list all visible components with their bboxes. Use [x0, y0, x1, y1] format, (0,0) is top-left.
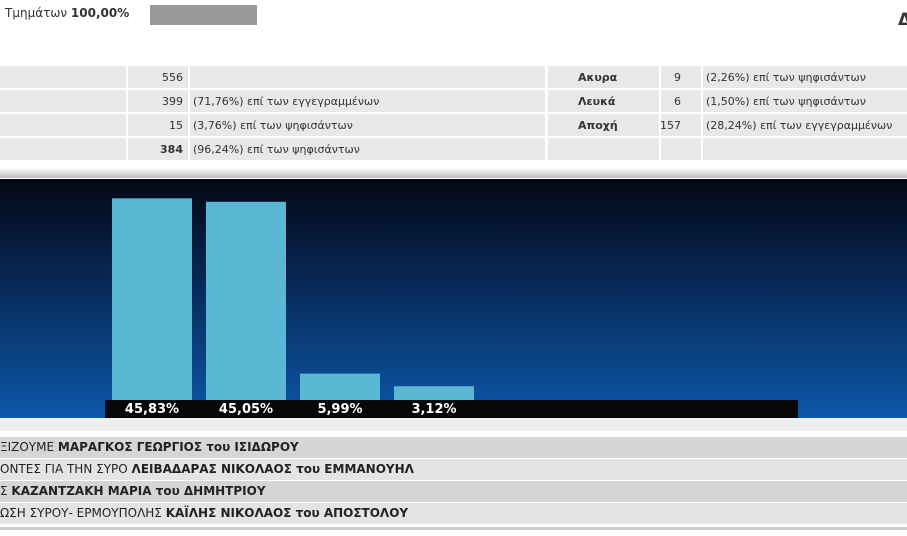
- stat-label: Αποχή: [578, 119, 618, 132]
- stat-cell: [703, 138, 907, 160]
- party: ΩΣΗ ΣΥΡΟΥ- ΕΡΜΟΥΠΟΛΗΣ: [0, 506, 162, 520]
- candidate-row: ΩΣΗ ΣΥΡΟΥ- ΕΡΜΟΥΠΟΛΗΣ ΚΑΪΛΗΣ ΝΙΚΟΛΑΟΣ το…: [0, 503, 907, 524]
- stat-cell: [703, 66, 907, 88]
- separator: [0, 168, 907, 178]
- progress-bar: [150, 5, 257, 25]
- label-strip: [105, 400, 798, 418]
- stat-label: Ακυρα: [578, 71, 618, 84]
- stat-cell: [548, 138, 659, 160]
- bar: [300, 373, 380, 400]
- stat-cell: [128, 138, 188, 160]
- stat-number: 556: [162, 71, 183, 84]
- chart-footer: [0, 418, 907, 431]
- candidate-row: ΟΝΤΕΣ ΓΙΑ ΤΗΝ ΣΥΡΟ ΛΕΙΒΑΔΑΡΑΣ ΝΙΚΟΛΑΟΣ τ…: [0, 459, 907, 480]
- chart: 45,83% 45,05% 5,99% 3,12%: [0, 179, 907, 431]
- candidate-name: ΚΑΖΑΝΤΖΑΚΗ ΜΑΡΙΑ του ΔΗΜΗΤΡΙΟΥ: [11, 484, 266, 498]
- party: Σ: [0, 484, 8, 498]
- stat-cell: [0, 138, 126, 160]
- stat-cell: [548, 90, 659, 112]
- bar-label: 5,99%: [317, 402, 362, 417]
- header-label: Τμημάτων: [5, 6, 68, 20]
- candidate-name: ΚΑΪΛΗΣ ΝΙΚΟΛΑΟΣ του ΑΠΟΣΤΟΛΟΥ: [165, 506, 409, 520]
- stat-cell: [661, 114, 701, 136]
- stat-cell: [190, 90, 545, 112]
- header: Τμημάτων 100,00%: [5, 6, 129, 20]
- stat-cell: [661, 66, 701, 88]
- stat-text: (2,26%) επί των ψηφισάντων: [706, 71, 866, 84]
- stat-cell: [128, 66, 188, 88]
- candidate-name: ΜΑΡΑΓΚΟΣ ΓΕΩΡΓΙΟΣ του ΙΣΙΔΩΡΟΥ: [57, 440, 299, 454]
- stat-number: 384: [160, 143, 183, 156]
- candidate-row: Σ ΚΑΖΑΝΤΖΑΚΗ ΜΑΡΙΑ του ΔΗΜΗΤΡΙΟΥ: [0, 481, 907, 502]
- stat-cell: [0, 114, 126, 136]
- stat-cell: [128, 90, 188, 112]
- stat-number: 6: [674, 95, 681, 108]
- stat-label: Λευκά: [578, 95, 616, 108]
- bottom-line: [0, 527, 907, 530]
- stat-text: (96,24%) επί των ψηφισάντων: [193, 143, 360, 156]
- stat-cell: [190, 114, 545, 136]
- stat-text: (71,76%) επί των εγγεγραμμένων: [193, 95, 380, 108]
- stat-text: (1,50%) επί των ψηφισάντων: [706, 95, 866, 108]
- party: ΞΙΖΟΥΜΕ: [0, 440, 55, 454]
- stat-number: 157: [660, 119, 681, 132]
- candidate-row: ΞΙΖΟΥΜΕ ΜΑΡΑΓΚΟΣ ΓΕΩΡΓΙΟΣ του ΙΣΙΔΩΡΟΥ: [0, 437, 907, 458]
- stat-cell: [190, 138, 545, 160]
- stat-cell: [661, 90, 701, 112]
- bar: [394, 386, 474, 400]
- bar-label: 45,83%: [125, 402, 179, 417]
- stat-cell: [128, 114, 188, 136]
- party: ΟΝΤΕΣ ΓΙΑ ΤΗΝ ΣΥΡΟ: [0, 462, 128, 476]
- candidate-name: ΛΕΙΒΑΔΑΡΑΣ ΝΙΚΟΛΑΟΣ του ΕΜΜΑΝΟΥΗΛ: [131, 462, 414, 476]
- stat-number: 15: [169, 119, 183, 132]
- stat-cell: [548, 66, 659, 88]
- header-percent: 100,00%: [70, 6, 130, 20]
- stat-cell: [703, 114, 907, 136]
- stat-cell: [548, 114, 659, 136]
- corner-text: Δ: [898, 10, 907, 30]
- stat-number: 9: [674, 71, 681, 84]
- stat-cell: [661, 138, 701, 160]
- stat-cell: [0, 66, 126, 88]
- stat-cell: [703, 90, 907, 112]
- stat-cell: [190, 66, 545, 88]
- bar: [112, 198, 192, 400]
- bar-label: 3,12%: [411, 402, 456, 417]
- stat-cell: [0, 90, 126, 112]
- stat-text: (3,76%) επί των ψηφισάντων: [193, 119, 353, 132]
- stat-number: 399: [162, 95, 183, 108]
- bar: [206, 201, 286, 400]
- bar-label: 45,05%: [219, 402, 273, 417]
- stat-text: (28,24%) επί των εγγεγραμμένων: [706, 119, 893, 132]
